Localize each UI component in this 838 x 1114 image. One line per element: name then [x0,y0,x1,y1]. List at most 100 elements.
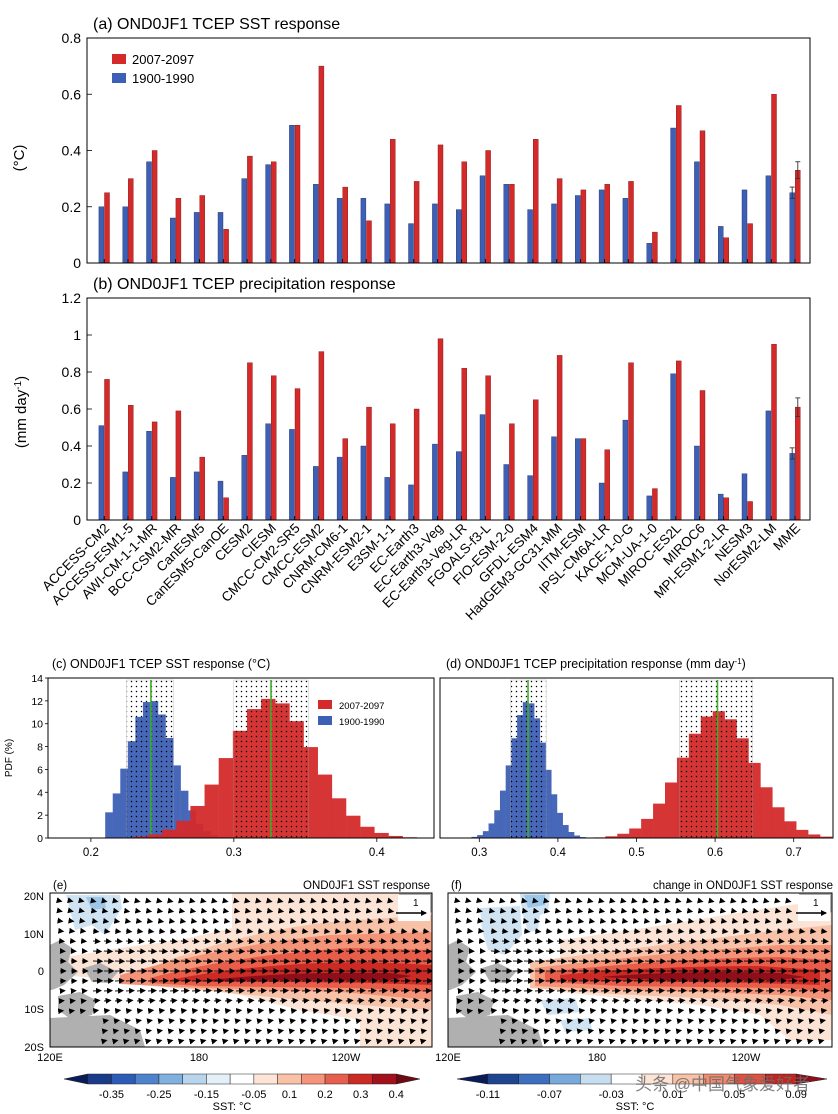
wind-vector [489,917,497,924]
wind-vector [544,917,552,924]
wind-vector [820,997,829,1004]
wind-vector [265,1038,273,1045]
wind-vector [522,917,530,924]
wind-vector [798,1007,806,1014]
wind-vector [655,997,664,1004]
wind-vector [534,928,542,935]
wind-vector [157,1018,164,1025]
wind-vector [311,1018,318,1025]
wind-vector [147,987,157,994]
wind-vector [490,987,500,994]
wind-vector [257,1007,265,1014]
wind-vector [578,948,589,955]
wind-vector [819,1018,826,1025]
wind-vector [411,1007,419,1014]
bar-future-21 [604,184,610,264]
wind-vector [697,897,704,904]
wind-vector [268,948,279,955]
wind-vector [751,1038,759,1045]
panel-d: (d) OND0JF1 TCEP precipitation response … [439,657,834,859]
wind-vector [666,987,676,994]
wind-vector [114,928,122,935]
wind-vector [257,928,265,935]
wind-vector [556,1007,564,1014]
colorbar-segment [277,1073,302,1085]
wind-vector [687,917,695,924]
wind-vector [158,987,168,994]
bar-future-4 [199,456,205,521]
wind-vector [211,1028,219,1035]
y-tick-label: 12 [31,696,43,708]
wind-vector [213,948,224,955]
wind-vector [158,928,166,935]
wind-vector [389,997,398,1004]
bar-future-20 [580,189,587,264]
wind-vector [796,1028,804,1035]
wind-vector [189,907,197,914]
wind-vector [732,938,741,945]
colorbar-tick-label: -0.25 [146,1089,171,1101]
wind-vector [510,1028,518,1035]
hist-bin-future [190,805,205,838]
wind-vector [355,1018,362,1025]
bar-future-12 [390,139,396,264]
wind-vector [300,917,308,924]
bar-past-10 [336,198,343,264]
wind-vector [698,917,706,924]
bar-past-27 [741,189,748,264]
wind-vector [763,1028,771,1035]
wind-vector [387,907,395,914]
wind-vector [290,1007,298,1014]
wind-vector [343,907,351,914]
wind-vector [642,907,650,914]
wind-vector [333,917,341,924]
wind-vector [809,1007,817,1014]
wind-vector [123,1028,131,1035]
wind-vector [290,938,299,945]
wind-vector [512,938,521,945]
wind-vector [389,1007,397,1014]
wind-vector [642,1028,650,1035]
wind-vector [367,948,378,955]
wind-vector [776,997,785,1004]
wind-vector [786,1018,793,1025]
wind-vector [267,917,275,924]
panel-f-colorbar-label: SST: °C [616,1101,655,1113]
wind-vector [600,928,608,935]
wind-vector [212,1018,219,1025]
wind-vector [125,997,134,1004]
wind-vector [490,997,499,1004]
wind-vector [765,1007,773,1014]
wind-vector [134,897,141,904]
wind-vector [180,948,191,955]
colorbar-tick-label: -0.03 [599,1089,624,1101]
wind-vector [641,1038,649,1045]
wind-vector [400,938,409,945]
wind-vector [697,907,705,914]
wind-vector [809,948,820,955]
x-tick-label: 0.4 [369,847,386,859]
wind-vector [422,997,431,1004]
wind-vector [523,987,533,994]
wind-vector [125,928,133,935]
wind-vector [817,1038,825,1045]
wind-vector [158,997,167,1004]
wind-vector [235,928,243,935]
wind-vector [787,948,798,955]
wind-vector [224,938,233,945]
colorbar-tick-label: -0.11 [476,1089,500,1101]
wind-vector [158,938,167,945]
wind-vector [721,1007,729,1014]
hist-bin-past [120,768,129,838]
wind-vector [235,997,244,1004]
wind-vector [277,897,284,904]
hist-bin-past [551,794,558,838]
wind-vector [180,987,190,994]
hist-bin-future [204,784,219,838]
wind-vector [103,1007,111,1014]
bar-future-17 [509,184,515,264]
wind-vector [709,1018,716,1025]
bar-past-1 [122,471,128,521]
wind-vector [321,907,329,914]
wind-vector [620,1028,628,1035]
